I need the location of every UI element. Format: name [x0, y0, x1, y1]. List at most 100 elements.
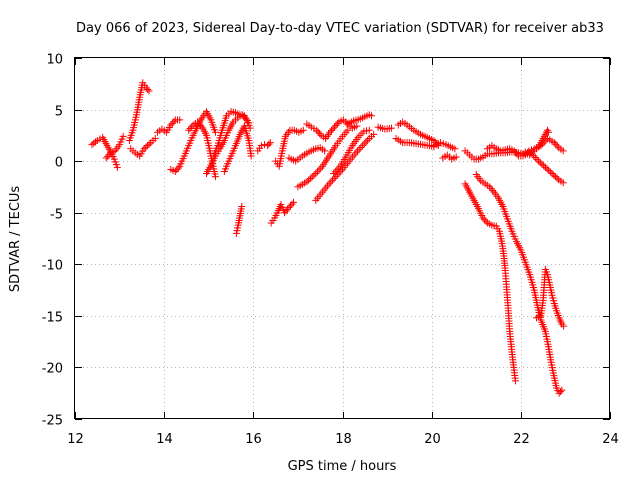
- data-point: [344, 126, 352, 134]
- data-point: [316, 130, 324, 138]
- data-point: [313, 126, 321, 134]
- data-point: [512, 149, 520, 157]
- y-tick-label: 5: [55, 105, 63, 120]
- series-arc-31: [472, 171, 566, 397]
- data-point: [538, 160, 546, 168]
- x-tick-labels: 12 14 16 18 20 22 24: [67, 432, 619, 447]
- data-point: [360, 140, 368, 148]
- data-point: [533, 155, 541, 163]
- data-point: [364, 136, 372, 144]
- y-tick-label: -5: [50, 208, 63, 223]
- data-point: [540, 138, 548, 146]
- series-arc-02: [102, 132, 127, 162]
- y-tick-labels: -25 -20 -15 -10 -5 0 5 10: [42, 53, 63, 429]
- data-point: [247, 152, 255, 160]
- data-point: [330, 174, 338, 182]
- series-arc-25: [439, 151, 460, 163]
- series-arc-29: [521, 148, 567, 187]
- data-point: [168, 119, 176, 127]
- data-point: [315, 166, 323, 174]
- data-point: [367, 112, 375, 120]
- data-point: [299, 126, 307, 134]
- data-point: [511, 377, 519, 385]
- data-point: [557, 388, 565, 396]
- data-point: [211, 173, 219, 181]
- data-point: [479, 214, 487, 222]
- data-point: [355, 145, 363, 153]
- series-arc-20: [343, 111, 375, 128]
- data-point: [551, 173, 559, 181]
- data-point: [140, 145, 148, 153]
- x-tick-label: 20: [424, 432, 441, 447]
- data-point: [188, 123, 196, 131]
- series-arc-15: [285, 144, 329, 165]
- data-point: [197, 121, 205, 129]
- data-point: [328, 176, 336, 184]
- data-point: [353, 122, 361, 130]
- data-point: [330, 170, 338, 178]
- data-point: [451, 145, 459, 153]
- data-point: [88, 141, 96, 149]
- series-arc-01: [88, 133, 121, 171]
- data-point: [329, 125, 337, 133]
- series-arc-04: [127, 134, 159, 160]
- data-point: [357, 143, 365, 151]
- data-point: [487, 185, 495, 193]
- data-point: [335, 164, 343, 172]
- data-point: [553, 142, 561, 150]
- axis-ticks: [75, 58, 611, 420]
- data-point: [331, 168, 339, 176]
- data-point: [144, 85, 152, 93]
- y-axis-label: SDTVAR / TECUs: [8, 186, 23, 293]
- data-point: [359, 142, 367, 150]
- series-arc-03: [125, 79, 153, 145]
- data-point: [145, 140, 153, 148]
- data-point: [528, 150, 536, 158]
- data-point: [317, 164, 325, 172]
- data-point: [308, 173, 316, 181]
- series-arc-06: [167, 108, 219, 175]
- data-point: [352, 149, 360, 157]
- data-point: [321, 147, 329, 155]
- data-point: [266, 139, 274, 147]
- data-point: [513, 150, 521, 158]
- series-arc-19: [330, 126, 373, 178]
- series-arc-17: [294, 126, 352, 191]
- data-point: [92, 138, 100, 146]
- data-point: [245, 119, 253, 127]
- data-point: [305, 176, 313, 184]
- data-point: [539, 140, 547, 148]
- data-point: [288, 200, 296, 208]
- data-point: [310, 171, 318, 179]
- data-point: [313, 168, 321, 176]
- data-point: [306, 174, 314, 182]
- data-point: [281, 209, 289, 217]
- x-tick-label: 22: [513, 432, 530, 447]
- data-point: [552, 140, 560, 148]
- series-arc-07: [185, 118, 219, 181]
- series-arc-32: [532, 265, 568, 330]
- chart-title: Day 066 of 2023, Sidereal Day-to-day VTE…: [76, 21, 604, 36]
- data-point: [482, 217, 490, 225]
- series-arc-21: [374, 123, 396, 133]
- data-point: [543, 165, 551, 173]
- y-tick-label: -20: [42, 362, 63, 377]
- data-point: [257, 142, 265, 150]
- data-point: [531, 154, 539, 162]
- x-tick-label: 16: [245, 432, 262, 447]
- x-tick-label: 14: [156, 432, 173, 447]
- data-point: [480, 216, 488, 224]
- data-point: [265, 140, 273, 148]
- series-arc-30: [461, 180, 519, 385]
- series-arc-11: [232, 203, 246, 237]
- data-point: [173, 166, 181, 174]
- data-point: [145, 87, 153, 95]
- series-arc-09: [209, 108, 253, 160]
- data-point: [284, 205, 292, 213]
- y-tick-label: -25: [42, 414, 63, 429]
- data-point: [143, 142, 151, 150]
- series-arc-24: [430, 139, 459, 153]
- data-point: [171, 167, 179, 175]
- data-point: [327, 178, 335, 186]
- data-point: [167, 121, 175, 129]
